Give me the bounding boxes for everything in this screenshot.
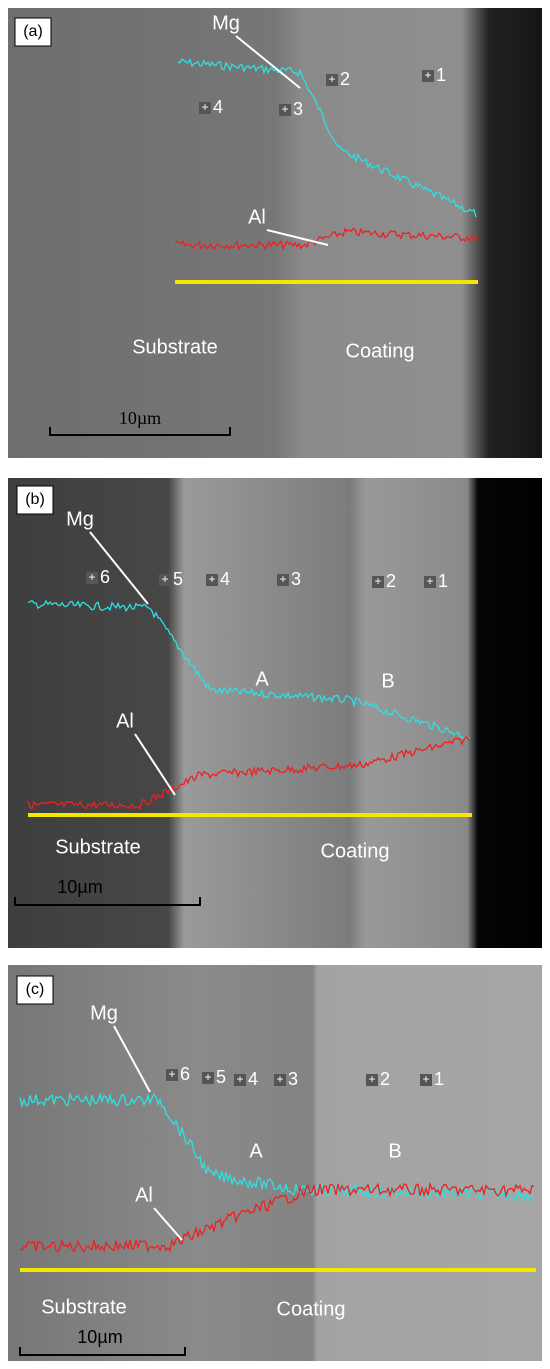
point-label: 2 <box>380 1069 390 1089</box>
point-label: 3 <box>293 99 303 119</box>
point-label: 3 <box>291 569 301 589</box>
element-label: Mg <box>212 12 240 34</box>
region-label: Coating <box>277 1298 346 1320</box>
point-label: 5 <box>216 1067 226 1087</box>
point-cross: + <box>88 570 95 584</box>
region-label: A <box>255 668 269 690</box>
point-cross: + <box>208 572 215 586</box>
point-cross: + <box>279 572 286 586</box>
region-label: Coating <box>321 840 390 862</box>
panel-label: (a) <box>23 23 43 40</box>
region-label: A <box>249 1140 263 1162</box>
region-label: Substrate <box>41 1296 127 1318</box>
point-cross: + <box>161 572 168 586</box>
point-cross: + <box>424 68 431 82</box>
region-label: B <box>388 1140 401 1162</box>
point-cross: + <box>368 1072 375 1086</box>
point-cross: + <box>426 574 433 588</box>
point-label: 4 <box>213 97 223 117</box>
panels: (a) Mg Al +1 +2 +3 +4 Substrate Coating 10µm (b) Mg… <box>8 8 542 1361</box>
point-cross: + <box>374 574 381 588</box>
point-label: 1 <box>438 571 448 591</box>
element-label: Al <box>116 710 134 732</box>
point-label: 4 <box>248 1069 258 1089</box>
point-label: 6 <box>180 1064 190 1084</box>
element-label: Mg <box>90 1002 118 1024</box>
region-label: Substrate <box>132 336 218 358</box>
point-label: 5 <box>173 569 183 589</box>
point-cross: + <box>236 1072 243 1086</box>
element-label: Al <box>135 1184 153 1206</box>
region-label: B <box>381 670 394 692</box>
panel-label: (c) <box>26 981 45 998</box>
figure: (a) Mg Al +1 +2 +3 +4 Substrate Coating 10µm (b) Mg… <box>0 0 550 1369</box>
point-label: 4 <box>220 569 230 589</box>
page: {"panels": [ {"label": "(a)", "element_l… <box>0 0 550 1369</box>
point-label: 1 <box>434 1069 444 1089</box>
point-cross: + <box>201 100 208 114</box>
point-cross: + <box>204 1070 211 1084</box>
micrograph <box>8 8 542 458</box>
point-cross: + <box>281 102 288 116</box>
point-label: 2 <box>386 571 396 591</box>
panel-label: (b) <box>25 491 45 508</box>
region-label: Coating <box>346 340 415 362</box>
element-label: Mg <box>66 508 94 530</box>
point-label: 1 <box>436 65 446 85</box>
point-label: 3 <box>288 1069 298 1089</box>
point-label: 6 <box>100 567 110 587</box>
scale-bar-label: 10µm <box>119 408 161 428</box>
element-label: Al <box>248 206 266 228</box>
region-label: Substrate <box>55 836 141 858</box>
scale-bar-label: 10µm <box>57 877 102 897</box>
point-label: 2 <box>340 69 350 89</box>
point-cross: + <box>422 1072 429 1086</box>
point-cross: + <box>328 72 335 86</box>
point-cross: + <box>276 1072 283 1086</box>
scale-bar-label: 10µm <box>77 1327 122 1347</box>
point-cross: + <box>168 1067 175 1081</box>
